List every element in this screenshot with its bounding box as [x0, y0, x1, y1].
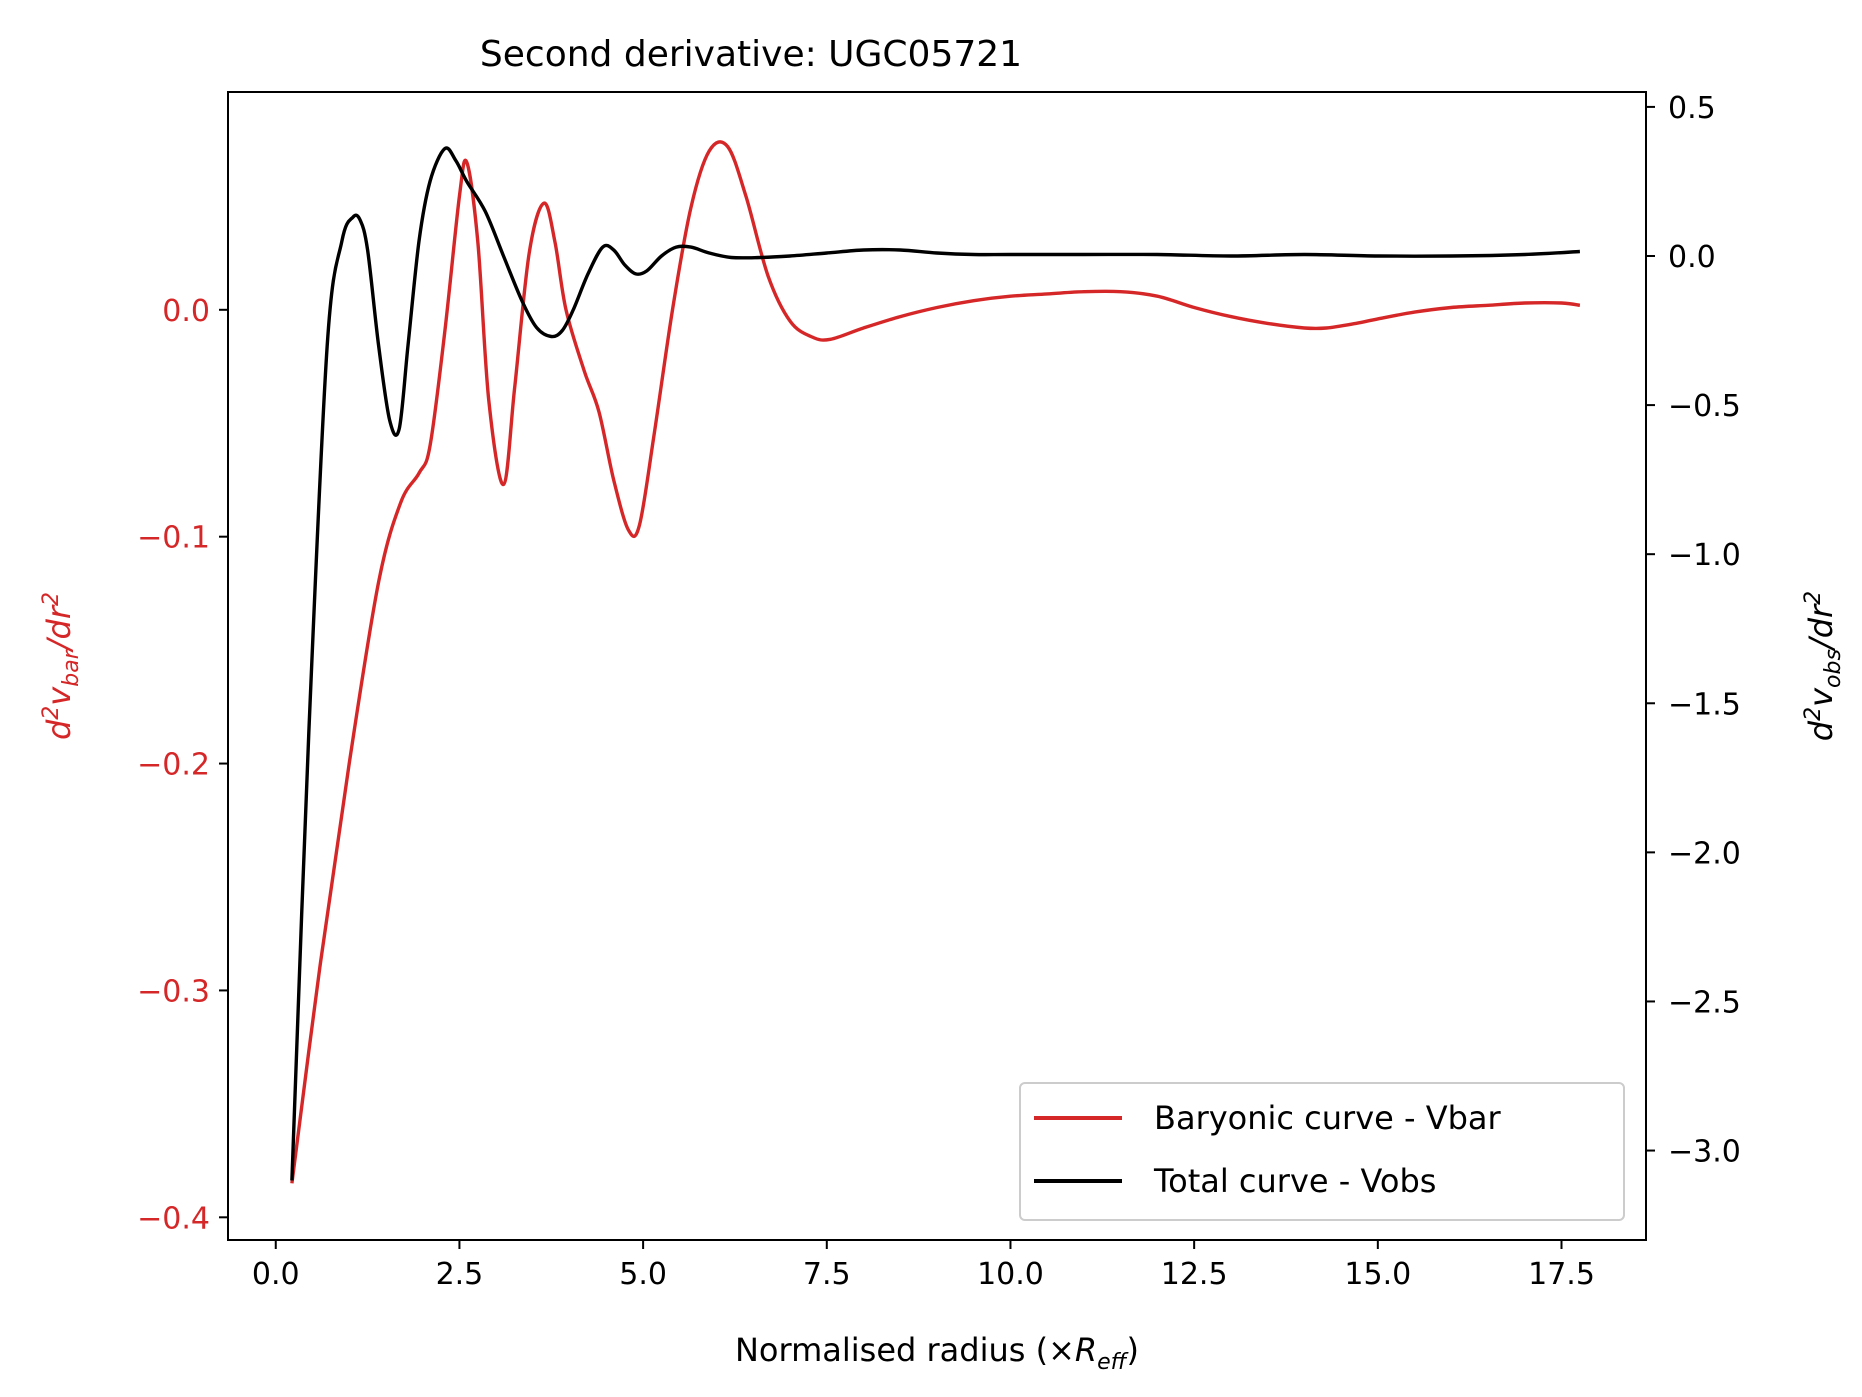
y-right-tick-label: −2.5 [1668, 985, 1741, 1020]
y-right-label-sup1: 2 [1801, 707, 1826, 721]
y-right-tick-label: 0.5 [1668, 91, 1716, 126]
legend-label-vobs: Total curve - Vobs [1153, 1162, 1436, 1200]
plot-frame [227, 91, 1647, 1241]
x-tick-label: 0.0 [252, 1257, 300, 1292]
y-axis-left-label: d2vbar/dr2 [39, 592, 84, 740]
x-axis-label-symbol: R [1075, 1331, 1097, 1369]
y-left-label-v: v [40, 686, 78, 706]
y-axis-left: 0.0 −0.1 −0.2 −0.3 −0.4 [137, 294, 228, 1236]
y-right-label-sub: obs [1821, 649, 1846, 688]
x-tick-label: 7.5 [803, 1257, 851, 1292]
y-right-tick-label: −0.5 [1668, 389, 1741, 424]
y-left-tick-label: 0.0 [162, 294, 210, 329]
x-tick-label: 10.0 [977, 1257, 1044, 1292]
series-line-vobs [290, 146, 1580, 1181]
x-axis-label: Normalised radius (×Reff) [735, 1331, 1139, 1375]
y-right-label-sup2: 2 [1801, 591, 1826, 605]
x-tick-label: 17.5 [1528, 1257, 1595, 1292]
x-axis-label-subscript: eff [1097, 1350, 1129, 1375]
x-axis-label-main: Normalised radius (× [735, 1331, 1075, 1369]
legend-label-vbar: Baryonic curve - Vbar [1154, 1099, 1502, 1137]
y-right-label-prefix: d [1802, 720, 1840, 741]
y-right-tick-label: −1.0 [1668, 538, 1741, 573]
x-tick-label: 15.0 [1344, 1257, 1411, 1292]
y-left-tick-label: −0.1 [137, 521, 210, 556]
y-right-label-v: v [1802, 687, 1840, 707]
y-right-tick-label: −1.5 [1668, 687, 1741, 722]
y-left-tick-label: −0.4 [137, 1201, 210, 1236]
y-right-label-slash: /dr [1802, 603, 1840, 652]
y-left-label-sub: bar [59, 648, 84, 686]
series-layer [290, 140, 1581, 1184]
y-left-label-slash: /dr [40, 604, 78, 653]
y-right-tick-label: −2.0 [1668, 836, 1741, 871]
legend-box [1019, 1082, 1625, 1221]
y-left-tick-label: −0.3 [137, 974, 210, 1009]
x-tick-label: 5.0 [619, 1257, 667, 1292]
x-axis-label-close: ) [1127, 1331, 1139, 1369]
x-tick-label: 12.5 [1161, 1257, 1228, 1292]
x-tick-label: 2.5 [436, 1257, 484, 1292]
legend: Baryonic curve - Vbar Total curve - Vobs [1019, 1082, 1625, 1221]
y-right-tick-label: 0.0 [1668, 240, 1716, 275]
y-left-label-prefix: d [40, 719, 78, 740]
chart-title: Second derivative: UGC05721 [480, 34, 1022, 75]
x-axis: 0.0 2.5 5.0 7.5 10.0 12.5 15.0 17.5 [252, 1240, 1595, 1292]
y-left-label-sup2: 2 [39, 592, 64, 606]
y-axis-right-label: d2vobs/dr2 [1801, 591, 1846, 741]
series-line-vbar [290, 140, 1581, 1184]
y-left-tick-label: −0.2 [137, 748, 210, 783]
y-left-label-sup1: 2 [39, 706, 64, 720]
y-axis-right: 0.5 0.0 −0.5 −1.0 −1.5 −2.0 −2.5 −3.0 [1646, 91, 1741, 1170]
y-right-tick-label: −3.0 [1668, 1135, 1741, 1170]
